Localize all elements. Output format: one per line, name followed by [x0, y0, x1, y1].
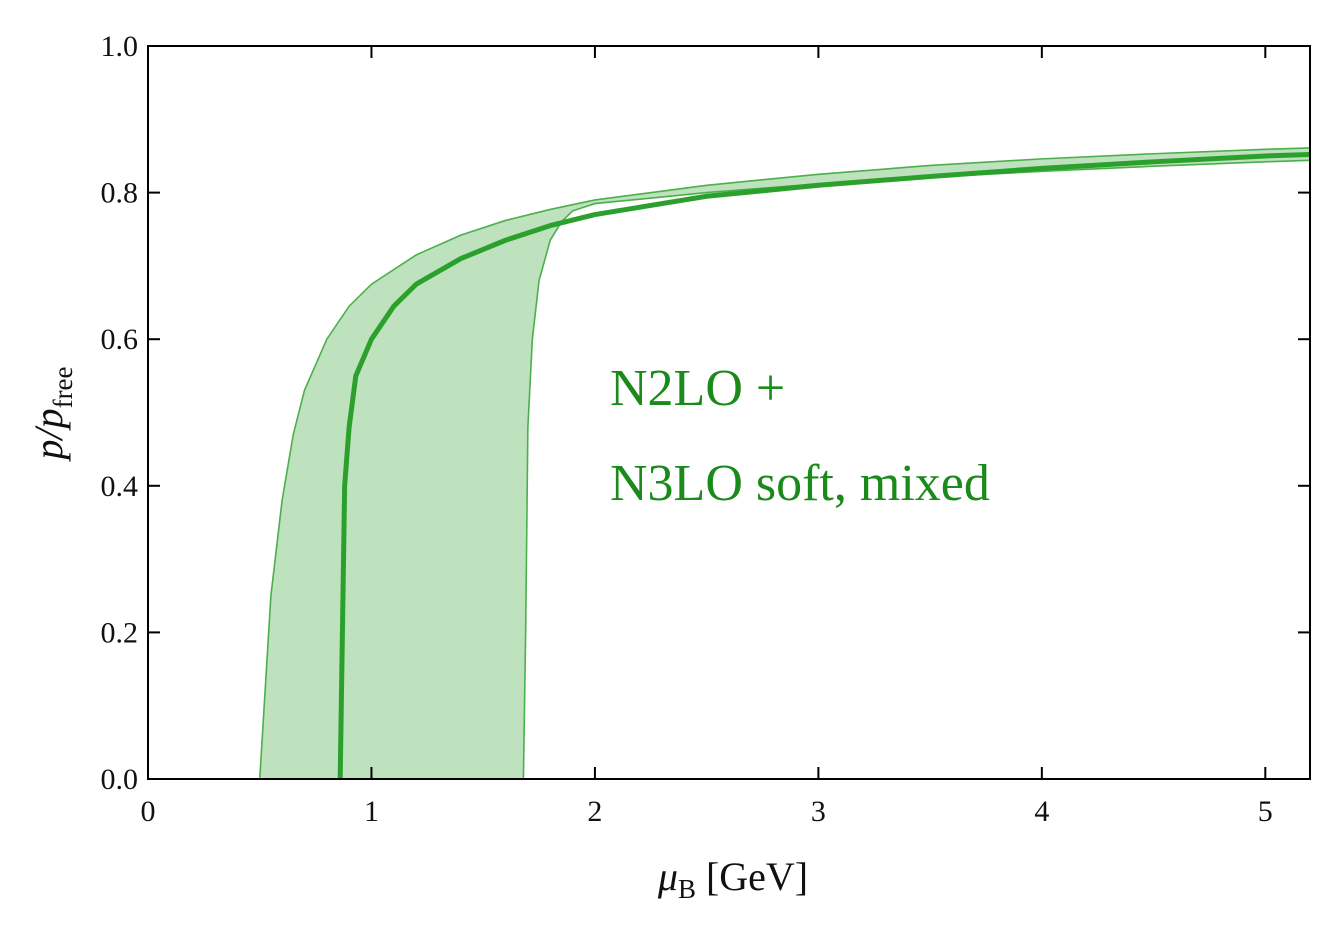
y-tick-label: 0.6 [101, 323, 139, 356]
y-tick-label: 1.0 [101, 30, 139, 63]
x-axis-label-unit [696, 854, 706, 899]
x-axis-label-subscript: B [678, 874, 696, 904]
plot-border [147, 45, 1311, 780]
y-axis-label-symbol: p/p [26, 408, 71, 462]
below-axis-mask [0, 779, 1340, 920]
x-tick-label: 1 [364, 795, 379, 828]
uncertainty-band-layer [258, 147, 1311, 780]
x-axis-label: μB [GeV] [657, 854, 808, 904]
x-tick-label: 2 [587, 795, 602, 828]
central-line-layer [337, 151, 1311, 780]
y-tick-label: 0.0 [101, 763, 139, 796]
axis-ticks: 0 1 2 3 4 5 0.0 0.2 0.4 0.6 0.8 1.0 [101, 30, 1310, 828]
x-tick-label: 4 [1034, 795, 1049, 828]
central-line [337, 151, 1311, 780]
band-lower-edge [522, 159, 1311, 780]
annotation-line-1: N2LO + [610, 360, 785, 417]
x-axis-label-symbol: μ [657, 854, 678, 899]
x-tick-label: 3 [811, 795, 826, 828]
x-tick-label: 0 [141, 795, 156, 828]
band-upper-edge [258, 147, 1311, 780]
uncertainty-band-fill [259, 147, 1311, 779]
plot-frame [0, 45, 1340, 920]
x-axis-label-unit-text: [GeV] [706, 854, 808, 899]
y-tick-label: 0.8 [101, 177, 139, 210]
annotation-line-2: N3LO soft, mixed [610, 455, 990, 512]
y-axis-label-subscript: free [48, 366, 78, 408]
y-tick-label: 0.4 [101, 470, 139, 503]
y-axis-label: p/pfree [26, 366, 78, 462]
y-tick-label: 0.2 [101, 616, 139, 649]
x-tick-label: 5 [1258, 795, 1273, 828]
